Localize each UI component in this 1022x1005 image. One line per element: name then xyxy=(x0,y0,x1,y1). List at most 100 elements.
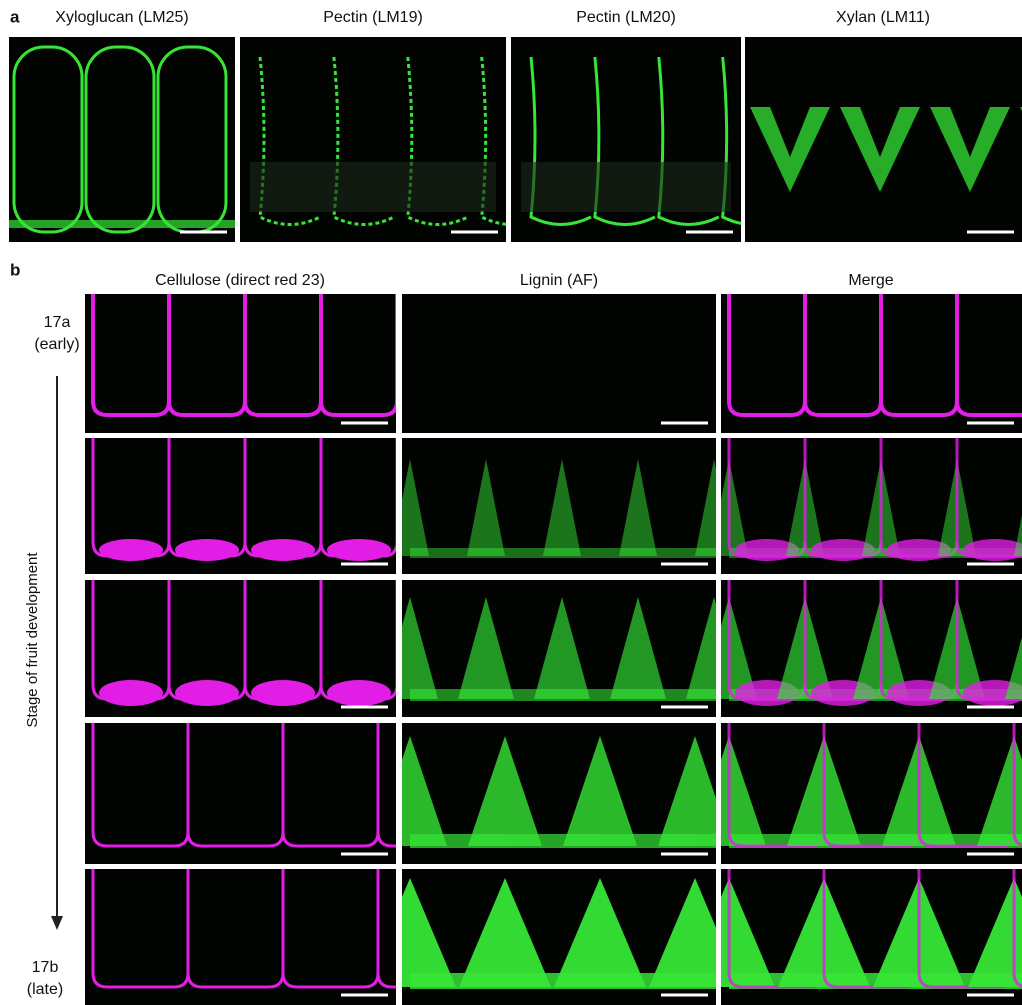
cell-lumen xyxy=(521,162,731,212)
cellulose-wall xyxy=(727,294,807,417)
lignin-wedge xyxy=(402,878,456,987)
cellulose-base xyxy=(735,539,799,561)
axis-label: Stage of fruit development xyxy=(24,552,41,728)
panel-title: Xylan (LM11) xyxy=(836,9,930,26)
cellulose-base xyxy=(887,539,951,561)
lignin-wedge xyxy=(610,597,666,699)
lignin-wedge xyxy=(402,597,438,699)
image-background xyxy=(721,294,1022,433)
column-title: Merge xyxy=(848,272,893,289)
micrograph xyxy=(9,37,235,242)
column-title: Lignin (AF) xyxy=(520,272,598,289)
lignin-wedge xyxy=(721,736,766,846)
lignin-wedge xyxy=(649,878,716,987)
row-label: (late) xyxy=(27,981,63,998)
cellulose-wall xyxy=(167,294,247,417)
micrograph xyxy=(402,438,716,574)
micrograph xyxy=(721,869,1022,1005)
lignin-wedge xyxy=(543,459,581,556)
cellulose-base xyxy=(99,539,163,561)
lignin-base xyxy=(714,548,716,558)
cellulose-wall xyxy=(879,294,959,417)
lignin-base xyxy=(1014,973,1022,989)
arrow-head xyxy=(51,916,63,930)
cellulose-wall xyxy=(803,294,883,417)
cellulose-base xyxy=(251,539,315,561)
micrograph xyxy=(402,580,716,717)
cell-lumen xyxy=(250,162,496,212)
lignin-wedge xyxy=(977,736,1022,846)
cell-outline xyxy=(84,45,156,234)
cellulose-wall xyxy=(281,869,380,989)
cellulose-wall xyxy=(243,294,323,417)
panel-label: b xyxy=(10,260,20,279)
image-background xyxy=(85,869,396,1005)
lignin-wedge xyxy=(402,736,447,846)
lignin-wedge xyxy=(467,459,505,556)
lignin-base xyxy=(562,548,638,558)
image-background xyxy=(9,37,235,242)
lignin-base xyxy=(695,834,716,848)
lignin-wedge xyxy=(658,736,716,846)
micrograph xyxy=(240,37,506,242)
xylan-wedge xyxy=(750,107,830,192)
cellulose-wall xyxy=(376,723,396,848)
panel-label: a xyxy=(10,7,20,26)
lignin-wedge xyxy=(468,736,542,846)
panel-title: Pectin (LM20) xyxy=(576,9,676,26)
lignin-wedge xyxy=(1014,515,1022,556)
cellulose-wall xyxy=(186,869,285,989)
lignin-wedge xyxy=(563,736,637,846)
image-background xyxy=(85,723,396,864)
row-label: 17b xyxy=(32,959,59,976)
cellulose-wall xyxy=(91,723,190,848)
cellulose-wall xyxy=(186,723,285,848)
cellulose-wall xyxy=(91,294,171,417)
cellulose-base xyxy=(175,680,239,706)
micrograph xyxy=(402,294,716,433)
lignin-wedge xyxy=(459,878,551,987)
xylan-wedge xyxy=(840,107,920,192)
lignin-wedge xyxy=(1005,637,1022,699)
micrograph xyxy=(85,723,396,864)
panel-title: Pectin (LM19) xyxy=(323,9,423,26)
lignin-base xyxy=(410,548,486,558)
micrograph xyxy=(511,37,741,242)
micrograph xyxy=(85,438,396,574)
cellulose-wall xyxy=(1012,723,1022,847)
lignin-wedge xyxy=(458,597,514,699)
cellulose-base xyxy=(327,539,391,561)
lignin-wedge xyxy=(968,878,1022,987)
lignin-wedge xyxy=(619,459,657,556)
lignin-base xyxy=(486,548,562,558)
cell-outline xyxy=(12,45,84,234)
panel-title: Xyloglucan (LM25) xyxy=(55,9,188,26)
row-label: (early) xyxy=(34,336,79,353)
row-label: 17a xyxy=(44,314,71,331)
lignin-base xyxy=(638,548,714,558)
lignin-wedge xyxy=(554,878,646,987)
cellulose-base xyxy=(327,680,391,706)
cell-base xyxy=(9,220,235,228)
cellulose-wall xyxy=(955,294,1022,417)
cellulose-base xyxy=(811,539,875,561)
micrographs xyxy=(9,37,1022,1005)
micrograph xyxy=(85,294,396,433)
micrograph xyxy=(721,723,1022,864)
lignin-base xyxy=(714,689,716,701)
micrograph xyxy=(745,37,1022,242)
cellulose-base xyxy=(963,539,1022,561)
xylan-wedge xyxy=(930,107,1010,192)
lignin-wedge xyxy=(686,597,716,699)
cellulose-base xyxy=(963,680,1022,706)
micrograph xyxy=(402,869,716,1005)
column-title: Cellulose (direct red 23) xyxy=(155,272,325,289)
micrograph xyxy=(721,438,1022,574)
lignin-wedge xyxy=(402,459,429,556)
cellulose-base xyxy=(175,539,239,561)
image-background xyxy=(402,294,716,433)
micrograph xyxy=(402,723,716,864)
micrograph xyxy=(85,580,396,717)
cellulose-base xyxy=(251,680,315,706)
